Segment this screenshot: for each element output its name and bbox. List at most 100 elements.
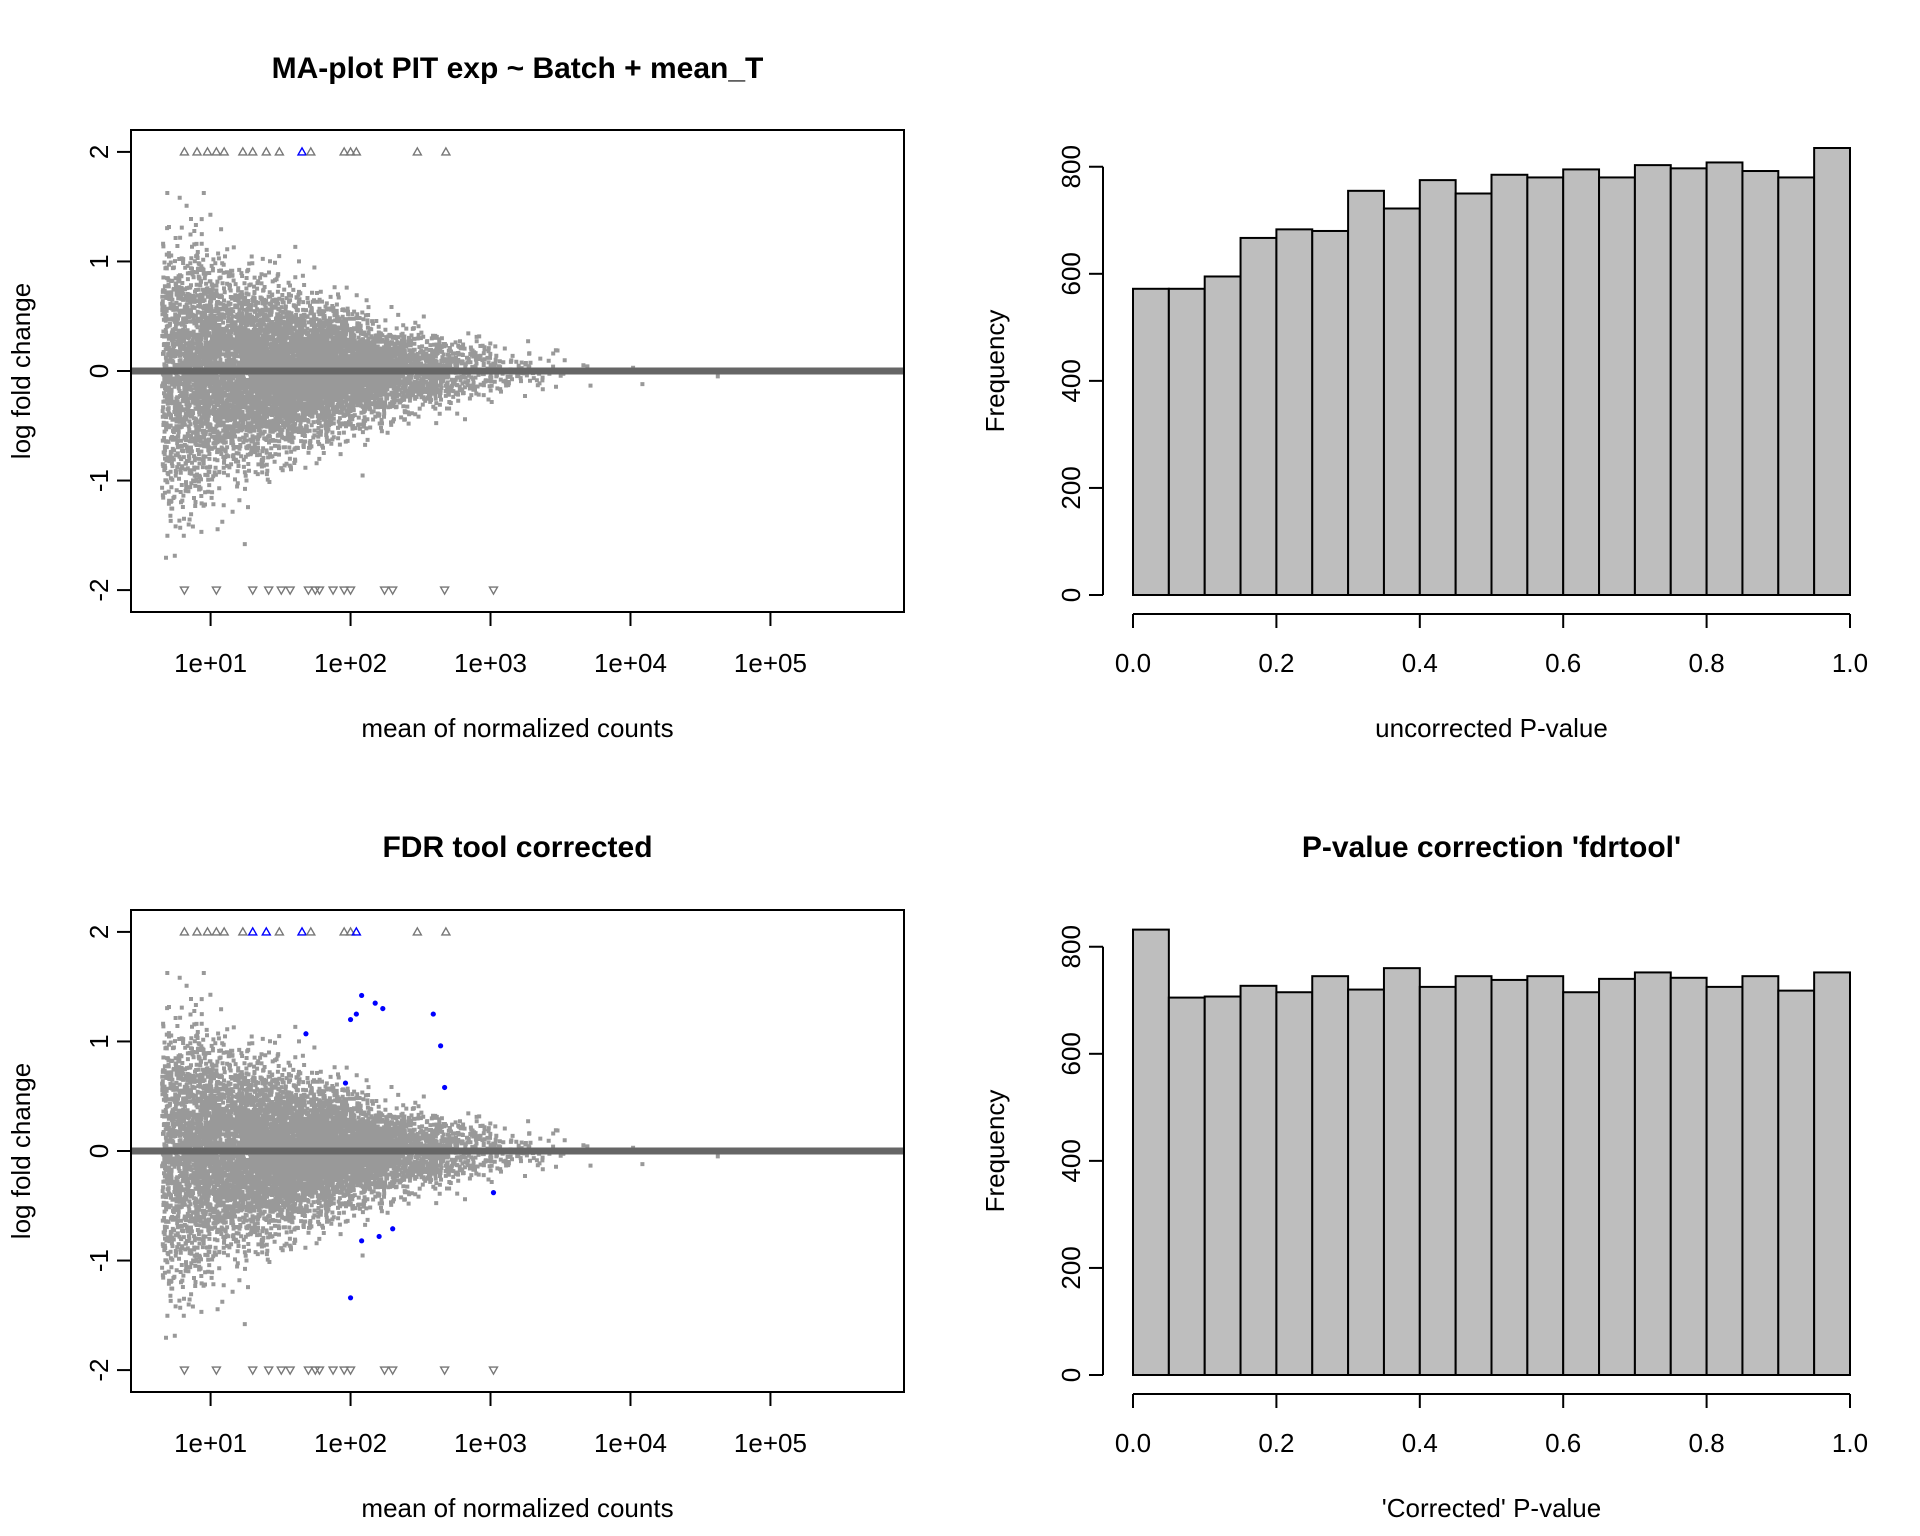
x-tick-label: 0.2 [1258,1428,1294,1458]
histogram-bar [1275,228,1314,596]
outlier-up-triangle [351,146,362,156]
outlier-down-triangle [179,586,190,596]
x-tick-label: 0.0 [1115,1428,1151,1458]
histogram-bar [1562,991,1601,1376]
outlier-down-triangle [247,586,258,596]
significant-point [430,1011,436,1017]
y-tick-label: -2 [84,579,114,602]
outlier-up-triangle [237,926,249,936]
outlier-down-triangle [263,586,274,596]
histogram-bar [1311,975,1350,1376]
significant-point [347,1016,354,1023]
outlier-up-triangle [191,926,203,936]
x-tick-label: 0.6 [1545,648,1581,678]
x-tick-label: 0.8 [1689,648,1725,678]
significant-point [390,1226,396,1232]
outlier-down-triangle [263,1366,274,1376]
histogram-bar [1382,967,1421,1377]
outlier-up-triangle [261,146,272,156]
outlier-down-triangle [303,1366,314,1376]
histogram-bar [1203,275,1242,596]
y-axis-label: Frequency [980,310,1010,433]
point-cloud [160,191,720,560]
histogram-bar [1382,207,1421,596]
outlier-down-triangle [488,1366,499,1376]
outlier-down-triangle [488,586,499,596]
outlier-up-triangle [305,926,317,936]
outlier-down-triangle [327,1366,339,1376]
x-tick-label: 1e+05 [734,1428,807,1458]
outlier-up-triangle [202,146,213,156]
point-cloud [160,971,720,1340]
histogram-bar [1347,189,1385,596]
outlier-up-triangle [218,146,230,156]
histogram-bar [1203,995,1242,1376]
histogram-bar [1562,168,1601,596]
ma-plot-panel-2: FDR tool corrected -2 -1 0 1 2 1e+01 1e+02 1e+03… [6,831,905,1523]
x-axis-label: mean of normalized counts [361,1493,673,1523]
significant-point [438,1043,444,1049]
x-tick-label: 0.6 [1545,1428,1581,1458]
x-tick-label: 1e+01 [174,648,247,678]
y-tick-label: -2 [84,1359,114,1382]
outlier-up-triangle [412,146,423,156]
histogram-bar [1490,978,1529,1376]
significant-point [342,1080,349,1086]
outlier-down-triangle [387,586,398,596]
x-tick-label: 1.0 [1832,1428,1868,1458]
outlier-up-triangle [211,926,222,936]
y-tick-label: 200 [1056,1246,1086,1289]
x-tick-label: 1e+02 [314,648,387,678]
outlier-down-triangle [387,1366,398,1376]
outlier-up-triangle [237,146,249,156]
significant-point [303,1031,309,1037]
x-tick-label: 1e+04 [594,1428,667,1458]
histogram-bar [1705,985,1744,1376]
outlier-up-triangle [191,146,203,156]
significant-point [359,992,365,999]
histogram-bar [1167,996,1206,1377]
histogram-bar [1633,971,1672,1376]
histogram-bar [1454,975,1493,1376]
outlier-down-triangle [276,586,287,596]
outlier-down-triangle [338,1366,350,1376]
chart-title: P-value correction 'fdrtool' [1302,831,1681,864]
outlier-down-triangle [247,1366,258,1376]
outlier-up-triangle [338,146,350,156]
outlier-up-triangle [305,146,317,156]
y-tick-label: -1 [84,469,114,492]
histogram-bar [1311,229,1350,596]
histogram-bar [1777,989,1816,1376]
y-tick-label: 2 [84,145,114,159]
y-tick-label: -1 [84,1249,114,1272]
y-tick-label: 400 [1056,359,1086,402]
outlier-up-triangle [296,146,308,156]
outlier-down-triangle [345,586,356,596]
y-tick-label: 800 [1056,145,1086,188]
histogram-bar [1167,287,1206,596]
x-tick-label: 1.0 [1832,648,1868,678]
y-tick-label: 600 [1056,252,1086,295]
x-tick-label: 1e+03 [454,1428,527,1458]
outlier-down-triangle [179,1366,190,1376]
histogram-bar [1598,176,1636,596]
outlier-up-triangle [274,926,285,936]
histogram-bar [1132,287,1170,596]
outlier-up-triangle [261,926,272,936]
histogram-bar [1741,975,1780,1376]
outlier-up-triangle [274,146,285,156]
outlier-down-triangle [284,586,296,596]
significant-point [353,1011,359,1017]
outlier-up-triangle [440,926,452,936]
y-axis-label: log fold change [6,283,36,459]
histogram-panel-1: 0 200 400 600 800 0.0 0.2 0.4 0.6 0.8 1.0 uncorrect… [980,145,1868,743]
significant-point [376,1233,382,1240]
data-point [160,191,720,560]
x-tick-label: 1e+03 [454,648,527,678]
histogram-bar [1418,985,1457,1376]
chart-title: MA-plot PIT exp ~ Batch + mean_T [272,52,764,85]
outlier-down-triangle [211,586,222,596]
y-tick-label: 0 [1056,588,1086,602]
y-tick-label: 1 [84,254,114,268]
x-tick-label: 0.8 [1689,1428,1725,1458]
